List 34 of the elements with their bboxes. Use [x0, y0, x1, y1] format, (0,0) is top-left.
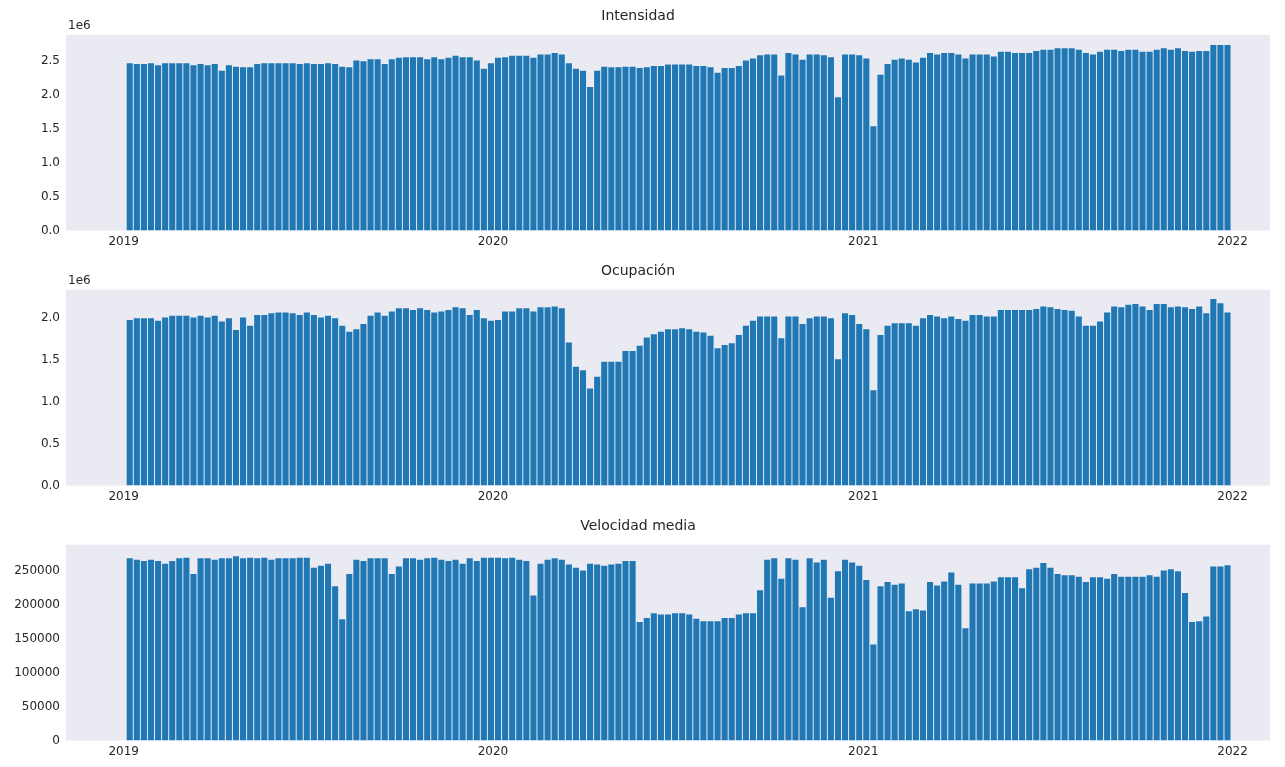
y-tick-label: 250000 — [14, 563, 60, 578]
chart-title: Intensidad — [601, 7, 675, 24]
y-tick-label: 1.5 — [40, 121, 60, 136]
x-tick-label: 2021 — [848, 743, 879, 758]
y-tick-label: 100000 — [14, 664, 60, 679]
x-tick-label: 2022 — [1217, 743, 1248, 758]
text: 1e6 — [68, 17, 91, 32]
y-tick-label: 2.5 — [40, 53, 60, 68]
x-tick-label: 2020 — [477, 743, 509, 758]
y-tick-label: 2.0 — [40, 310, 60, 325]
y-tick-label: 1.0 — [40, 154, 60, 169]
x-tick-label: 2022 — [1217, 488, 1248, 503]
y-tick-label: 0.0 — [40, 477, 60, 492]
y-tick-label: 50000 — [21, 698, 60, 713]
x-tick-label: 2019 — [108, 233, 139, 248]
x-tick-label: 2020 — [477, 488, 509, 503]
y-tick-label: 200000 — [14, 597, 60, 612]
y-tick-label: 0.5 — [40, 435, 60, 450]
y-tick-label: 150000 — [14, 631, 60, 646]
y-tick-label: 1.5 — [40, 352, 60, 367]
x-tick-label: 2019 — [108, 743, 139, 758]
x-tick-label: 2021 — [848, 488, 879, 503]
y-tick-label: 0.0 — [40, 222, 60, 237]
chart-title: Velocidad media — [580, 517, 696, 534]
y-tick-label: 1.0 — [40, 394, 60, 409]
x-tick-label: 2022 — [1217, 233, 1248, 248]
x-tick-label: 2021 — [848, 233, 879, 248]
x-tick-label: 2020 — [477, 233, 509, 248]
text: 1e6 — [68, 272, 91, 287]
chart-title: Ocupación — [600, 262, 676, 279]
x-tick-label: 2019 — [108, 488, 139, 503]
y-tick-label: 0.5 — [40, 188, 60, 203]
y-tick-label: 2.0 — [40, 87, 60, 102]
y-tick-label: 0 — [52, 732, 60, 747]
